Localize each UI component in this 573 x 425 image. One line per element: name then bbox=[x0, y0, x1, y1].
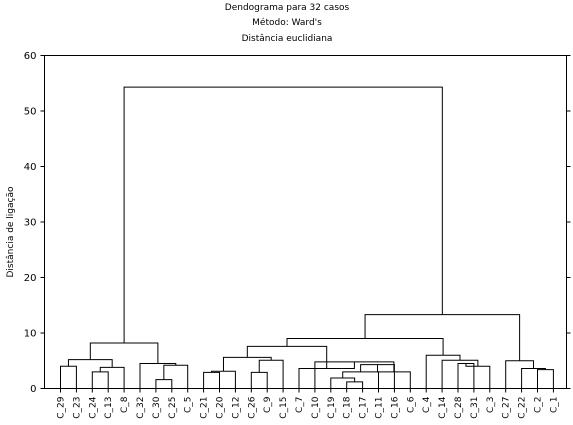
leaf-label: C_10 bbox=[311, 396, 321, 419]
y-tick-label: 50 bbox=[24, 107, 37, 118]
y-tick-label: 10 bbox=[24, 329, 37, 340]
leaf-label: C_16 bbox=[390, 396, 400, 419]
leaf-label: C_5 bbox=[184, 397, 194, 414]
leaf-label: C_17 bbox=[359, 397, 369, 419]
leaf-label: C_29 bbox=[57, 396, 67, 419]
leaf-label: C_7 bbox=[295, 397, 305, 414]
leaf-label: C_1 bbox=[549, 397, 559, 414]
merge-link bbox=[89, 342, 159, 364]
leaf-label: C_32 bbox=[136, 397, 146, 419]
leaf-label: C_15 bbox=[279, 397, 289, 419]
leaf-label: C_11 bbox=[375, 397, 385, 419]
leaf-label: C_21 bbox=[200, 397, 210, 419]
leaf-label: C_28 bbox=[454, 396, 464, 419]
y-axis-label: Distância de ligação bbox=[6, 186, 16, 277]
y-tick-label: 40 bbox=[24, 162, 37, 173]
leaf-label: C_13 bbox=[104, 397, 114, 419]
chart-titles: Dendograma para 32 casos Método: Ward's … bbox=[225, 3, 350, 44]
merge-link bbox=[258, 359, 284, 389]
merge-link bbox=[346, 381, 364, 389]
merge-link bbox=[250, 371, 268, 389]
y-tick-label: 30 bbox=[24, 218, 37, 229]
leaf-label: C_8 bbox=[120, 396, 130, 413]
merge-link bbox=[222, 356, 272, 372]
merge-link bbox=[91, 371, 109, 389]
chart-subtitle-distance: Distância euclidiana bbox=[242, 34, 333, 44]
merge-link bbox=[163, 364, 189, 389]
leaf-label: C_3 bbox=[486, 397, 496, 414]
leaf-label: C_27 bbox=[502, 397, 512, 419]
leaf-label: C_22 bbox=[518, 397, 528, 419]
merge-link bbox=[123, 86, 443, 343]
merge-link bbox=[203, 371, 220, 389]
leaf-label: C_12 bbox=[231, 397, 241, 419]
merge-link bbox=[521, 368, 546, 389]
merge-link bbox=[465, 363, 491, 389]
merge-link bbox=[286, 338, 444, 356]
merge-link bbox=[99, 366, 125, 389]
leaf-label: C_24 bbox=[88, 396, 98, 419]
y-tick-label: 0 bbox=[30, 384, 36, 395]
merge-link bbox=[139, 363, 177, 389]
merge-link bbox=[505, 360, 535, 389]
y-tick-label: 60 bbox=[24, 51, 37, 62]
leaf-label: C_26 bbox=[247, 396, 257, 419]
leaf-label: C_6 bbox=[406, 396, 416, 413]
merge-link bbox=[457, 363, 475, 389]
merge-link bbox=[364, 314, 521, 361]
merge-link bbox=[342, 371, 379, 389]
leaf-label: C_19 bbox=[327, 396, 337, 419]
leaf-label: C_23 bbox=[72, 397, 82, 419]
merge-link bbox=[330, 377, 356, 389]
leaf-label: C_25 bbox=[168, 397, 178, 419]
y-tick-label: 20 bbox=[24, 273, 37, 284]
leaf-labels: C_29 C_23 C_24 C_13 C_8 C_32 C_30 C_25 C_5 C_21 C_… bbox=[57, 388, 559, 419]
leaf-label: C_18 bbox=[343, 396, 353, 419]
leaf-label: C_20 bbox=[216, 396, 226, 419]
chart-subtitle-method: Método: Ward's bbox=[252, 17, 322, 28]
merge-link bbox=[60, 365, 77, 389]
leaf-label: C_30 bbox=[152, 396, 162, 419]
leaf-label: C_9 bbox=[263, 396, 273, 413]
leaf-label: C_4 bbox=[422, 396, 432, 413]
dendrogram-links bbox=[60, 86, 554, 389]
merge-link bbox=[537, 369, 554, 389]
merge-link bbox=[441, 359, 479, 389]
chart-title: Dendograma para 32 casos bbox=[225, 3, 350, 13]
merge-link bbox=[211, 370, 236, 389]
leaf-label: C_14 bbox=[438, 396, 448, 419]
y-axis: 0 10 20 30 40 50 60 bbox=[24, 51, 571, 395]
merge-link bbox=[155, 379, 173, 389]
leaf-label: C_31 bbox=[470, 397, 480, 419]
leaf-label: C_2 bbox=[534, 397, 544, 414]
